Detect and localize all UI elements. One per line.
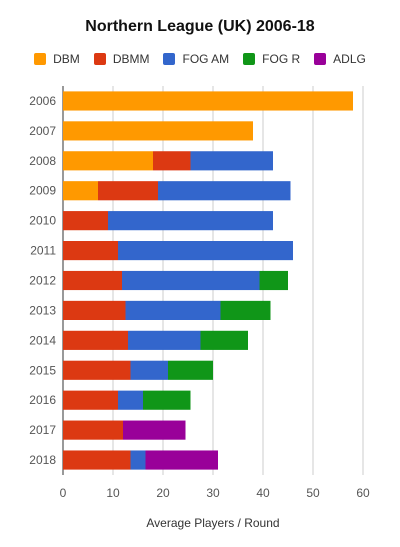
legend-swatch — [34, 53, 47, 65]
y-tick-label: 2017 — [29, 423, 56, 437]
bar-2008-dbmm — [153, 151, 191, 171]
y-tick-label: 2016 — [29, 393, 56, 407]
y-tick-label: 2015 — [29, 363, 56, 377]
y-tick-label: 2013 — [29, 303, 56, 317]
bar-2012-dbmm — [63, 270, 122, 291]
y-tick-label: 2014 — [29, 333, 56, 347]
legend-item-dbm: DBM — [34, 52, 80, 66]
y-tick-label: 2012 — [29, 274, 56, 288]
legend-label: DBMM — [112, 52, 150, 66]
legend-item-adlg: ADLG — [314, 52, 366, 66]
bar-2014-dbmm — [63, 330, 128, 350]
bar-2012-fog-r — [259, 270, 288, 291]
bar-2015-fog-r — [168, 360, 213, 380]
y-tick-label: 2011 — [30, 244, 56, 258]
bar-2018-dbmm — [63, 450, 131, 470]
x-axis-title: Average Players / Round — [146, 516, 279, 530]
legend-label: ADLG — [333, 52, 366, 66]
y-tick-label: 2006 — [29, 94, 56, 108]
legend-item-fog-r: FOG R — [243, 52, 300, 66]
bar-2018-fog-am — [130, 450, 146, 470]
bar-2017-adlg — [123, 420, 186, 440]
bar-2012-fog-am — [122, 270, 260, 291]
legend-label: FOG R — [262, 52, 301, 66]
bar-2009-dbmm — [98, 181, 158, 201]
x-tick-label: 10 — [106, 486, 120, 500]
bar-2013-fog-r — [220, 300, 271, 320]
x-tick-label: 20 — [156, 486, 170, 500]
legend-swatch — [314, 53, 327, 65]
legend: DBM DBMM FOG AM FOG R ADLG — [0, 52, 400, 66]
bar-2007-dbm — [63, 121, 253, 141]
y-tick-label: 2009 — [29, 184, 56, 198]
bar-2010-fog-am — [108, 211, 273, 231]
bar-2013-dbmm — [63, 300, 126, 320]
bar-2015-dbmm — [63, 360, 131, 380]
legend-item-fog-am: FOG AM — [163, 52, 229, 66]
x-tick-label: 40 — [256, 486, 270, 500]
bar-2016-fog-r — [143, 390, 191, 410]
legend-swatch — [243, 53, 256, 65]
bar-2011-dbmm — [63, 241, 118, 261]
bar-2010-dbmm — [63, 211, 108, 231]
bar-2014-fog-r — [200, 330, 248, 350]
bar-2011-fog-am — [118, 241, 293, 261]
x-tick-label: 60 — [356, 486, 370, 500]
legend-swatch — [93, 53, 106, 65]
x-tick-label: 50 — [306, 486, 320, 500]
legend-swatch — [163, 53, 176, 65]
bar-2009-fog-am — [158, 181, 291, 201]
x-tick-label: 0 — [60, 486, 67, 500]
bar-2008-dbm — [63, 151, 153, 171]
bar-2017-dbmm — [63, 420, 123, 440]
bar-2006-dbm — [63, 91, 353, 111]
x-tick-label: 30 — [206, 486, 220, 500]
legend-label: FOG AM — [182, 52, 230, 66]
y-tick-label: 2010 — [29, 214, 56, 228]
chart-title: Northern League (UK) 2006-18 — [85, 18, 315, 35]
y-tick-label: 2018 — [29, 453, 56, 467]
bar-2013-fog-am — [125, 300, 221, 320]
bar-2008-fog-am — [190, 151, 273, 171]
bar-2016-fog-am — [118, 390, 143, 410]
legend-item-dbmm: DBMM — [93, 52, 150, 66]
bar-2018-adlg — [145, 450, 218, 470]
bar-2014-fog-am — [128, 330, 201, 350]
y-tick-label: 2007 — [29, 124, 56, 138]
bar-2015-fog-am — [130, 360, 168, 380]
y-tick-label: 2008 — [29, 154, 56, 168]
legend-label: DBM — [53, 52, 80, 66]
bar-2016-dbmm — [63, 390, 118, 410]
bar-2009-dbm — [63, 181, 98, 201]
